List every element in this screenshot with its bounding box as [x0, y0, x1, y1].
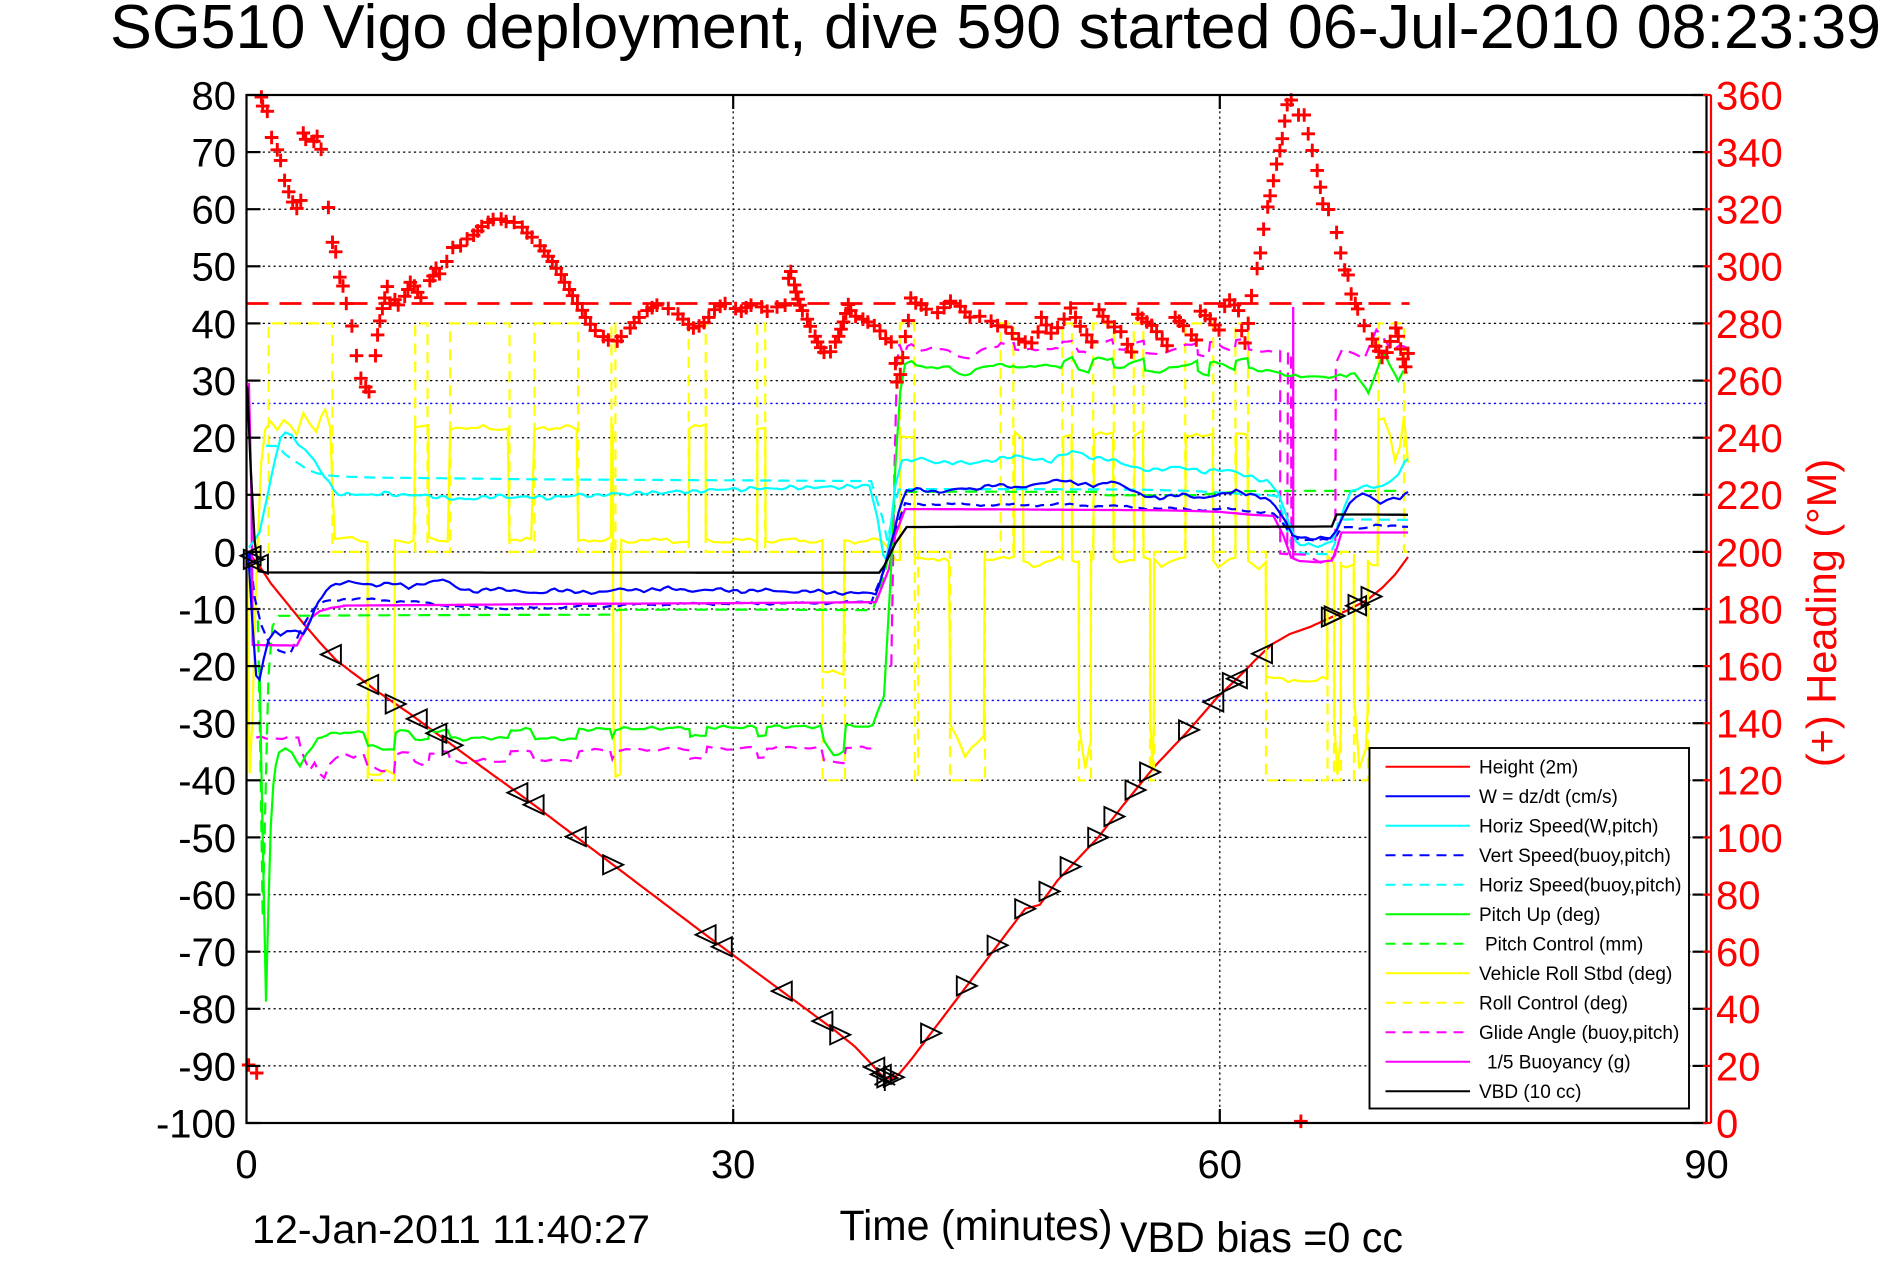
- svg-text:(+) Heading (°M): (+) Heading (°M): [1798, 459, 1845, 767]
- svg-text:20: 20: [1716, 1045, 1761, 1089]
- svg-text:180: 180: [1716, 588, 1783, 632]
- svg-text:Roll Control (deg): Roll Control (deg): [1479, 993, 1628, 1014]
- svg-text:0: 0: [1716, 1102, 1738, 1146]
- svg-text:-10: -10: [178, 588, 236, 632]
- svg-text:0: 0: [214, 531, 236, 575]
- svg-text:20: 20: [192, 417, 237, 461]
- svg-text:Pitch Control (mm): Pitch Control (mm): [1485, 934, 1643, 955]
- svg-text:-90: -90: [178, 1045, 236, 1089]
- svg-text:60: 60: [1198, 1143, 1243, 1187]
- svg-text:70: 70: [192, 132, 237, 176]
- svg-text:-80: -80: [178, 988, 236, 1032]
- svg-text:360: 360: [1716, 74, 1783, 118]
- svg-text:260: 260: [1716, 360, 1783, 404]
- svg-text:12-Jan-2011 11:40:27: 12-Jan-2011 11:40:27: [252, 1208, 650, 1252]
- svg-text:VBD (10 cc): VBD (10 cc): [1479, 1082, 1581, 1103]
- svg-text:50: 50: [192, 246, 237, 290]
- svg-text:Vehicle Roll Stbd (deg): Vehicle Roll Stbd (deg): [1479, 964, 1672, 985]
- svg-text:Height (2m): Height (2m): [1479, 757, 1578, 778]
- svg-text:Pitch Up (deg): Pitch Up (deg): [1479, 905, 1600, 926]
- svg-text:200: 200: [1716, 531, 1783, 575]
- svg-text:-20: -20: [178, 646, 236, 690]
- svg-text:-100: -100: [156, 1102, 236, 1146]
- svg-text:VBD bias =0 cc: VBD bias =0 cc: [1120, 1214, 1403, 1262]
- svg-text:80: 80: [1716, 874, 1761, 918]
- svg-text:0: 0: [235, 1143, 257, 1187]
- svg-text:Time (minutes): Time (minutes): [840, 1202, 1113, 1250]
- svg-text:60: 60: [192, 189, 237, 233]
- svg-text:140: 140: [1716, 703, 1783, 747]
- svg-text:220: 220: [1716, 474, 1783, 518]
- svg-text:Horiz Speed(W,pitch): Horiz Speed(W,pitch): [1479, 816, 1659, 837]
- svg-text:40: 40: [1716, 988, 1761, 1032]
- svg-text:280: 280: [1716, 303, 1783, 347]
- svg-text:SG510 Vigo deployment, dive 59: SG510 Vigo deployment, dive 590 started …: [110, 0, 1881, 62]
- svg-text:30: 30: [192, 360, 237, 404]
- svg-text:40: 40: [192, 303, 237, 347]
- svg-text:60: 60: [1716, 931, 1761, 975]
- svg-text:340: 340: [1716, 132, 1783, 176]
- svg-text:-40: -40: [178, 760, 236, 804]
- svg-text:320: 320: [1716, 189, 1783, 233]
- svg-text:Vert Speed(buoy,pitch): Vert Speed(buoy,pitch): [1479, 846, 1671, 867]
- svg-text:W = dz/dt (cm/s): W = dz/dt (cm/s): [1479, 787, 1618, 808]
- svg-text:-70: -70: [178, 931, 236, 975]
- svg-text:240: 240: [1716, 417, 1783, 461]
- svg-text:10: 10: [192, 474, 237, 518]
- svg-text:160: 160: [1716, 646, 1783, 690]
- svg-text:120: 120: [1716, 760, 1783, 804]
- svg-text:Horiz Speed(buoy,pitch): Horiz Speed(buoy,pitch): [1479, 875, 1681, 896]
- svg-text:30: 30: [711, 1143, 756, 1187]
- svg-text:Glide Angle (buoy,pitch): Glide Angle (buoy,pitch): [1479, 1023, 1679, 1044]
- svg-text:-60: -60: [178, 874, 236, 918]
- svg-text:-50: -50: [178, 817, 236, 861]
- svg-text:-30: -30: [178, 703, 236, 747]
- svg-text:80: 80: [192, 74, 237, 118]
- svg-text:100: 100: [1716, 817, 1783, 861]
- svg-text:90: 90: [1684, 1143, 1729, 1187]
- svg-text:1/5 Buoyancy (g): 1/5 Buoyancy (g): [1487, 1052, 1631, 1073]
- svg-text:300: 300: [1716, 246, 1783, 290]
